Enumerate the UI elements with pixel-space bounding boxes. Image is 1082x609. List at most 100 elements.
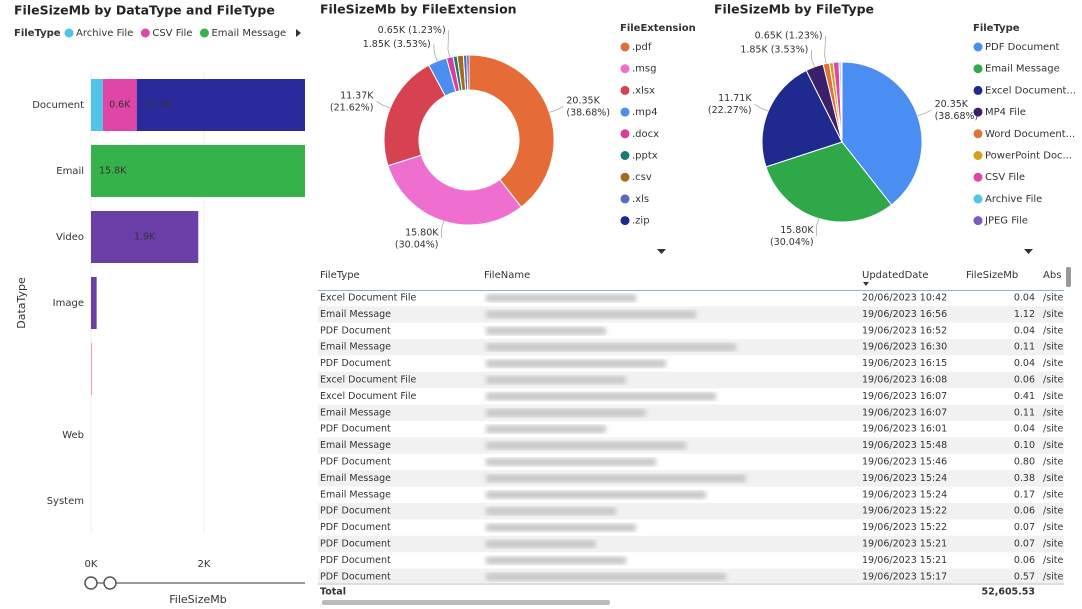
legend-label: .xlsx (632, 85, 655, 96)
data-label: 0.65K (1.23%) (755, 30, 823, 41)
bar-segment (91, 277, 97, 329)
table-cell: PDF Document (320, 358, 391, 369)
legend-label: Archive File (985, 194, 1042, 205)
table-cell: 19/06/2023 16:30 (862, 342, 947, 353)
legend-label: Email Message (985, 64, 1060, 75)
table-cell: PDF Document (320, 539, 391, 550)
table-cell: 0.38 (1014, 473, 1035, 484)
legend-label: CSV File (985, 172, 1025, 183)
redacted-filename (486, 376, 626, 384)
redacted-filename (486, 294, 636, 302)
table-cell: 0.80 (1014, 457, 1035, 468)
y-tick-label: Video (56, 232, 84, 243)
donut-slice (387, 154, 522, 226)
legend-label: JPEG File (984, 216, 1028, 227)
table-cell: 19/06/2023 15:46 (862, 457, 947, 468)
redacted-filename (486, 490, 706, 499)
table-cell: Email Message (320, 407, 391, 418)
table-cell: 19/06/2023 15:17 (862, 571, 947, 582)
table-cell: PDF Document (320, 555, 391, 566)
data-label: 15.80K (30.04%) (770, 224, 814, 247)
table-cell: 0.07 (1014, 522, 1035, 533)
table-cell: 1.12 (1014, 309, 1035, 320)
legend-marker (973, 85, 983, 95)
table-cell: /site (1043, 457, 1064, 468)
legend-scroll[interactable] (1024, 249, 1033, 254)
bar-segment (91, 145, 305, 197)
legend-marker (973, 216, 983, 226)
data-label: 0.6K (109, 100, 131, 111)
redacted-filename (486, 507, 616, 516)
pie-slice (841, 61, 923, 206)
table-cell: 19/06/2023 16:07 (862, 391, 947, 402)
redacted-filename (486, 474, 746, 483)
data-label: 20.35K (38.68%) (935, 98, 979, 121)
y-tick-label: System (47, 496, 84, 507)
zoom-slider-handle[interactable] (84, 576, 98, 590)
legend-label: .zip (632, 216, 650, 227)
data-label: 11.71K (22.27%) (708, 93, 752, 116)
legend-marker (973, 64, 983, 74)
table-cell: Email Message (320, 489, 391, 500)
legend-marker (620, 172, 630, 182)
table-cell: 19/06/2023 15:24 (862, 489, 947, 500)
table-cell: Email Message (320, 342, 391, 353)
redacted-filename (486, 458, 656, 466)
x-axis-title: FileSizeMb (169, 593, 226, 606)
table-cell: Email Message (320, 473, 391, 484)
y-tick-label: Image (53, 298, 84, 309)
vertical-scrollbar[interactable] (1066, 267, 1071, 287)
table-cell: /site (1043, 473, 1064, 484)
table-cell: 0.04 (1014, 424, 1035, 435)
table-cell: PDF Document (320, 522, 391, 533)
table-cell: 0.06 (1014, 506, 1035, 517)
redacted-filename (486, 408, 646, 417)
column-header: Abs (1043, 270, 1061, 281)
table-cell: /site (1043, 342, 1064, 353)
legend-label: .docx (632, 129, 659, 140)
sort-indicator[interactable] (863, 282, 869, 286)
chart-title: FileSizeMb by DataType and FileType (14, 3, 275, 18)
table-cell: 19/06/2023 16:08 (862, 375, 947, 386)
total-label: Total (320, 587, 346, 598)
table-cell: Excel Document File (320, 391, 416, 402)
legend-label: .pptx (632, 151, 658, 162)
legend-label: MP4 File (985, 107, 1026, 118)
table-cell: 0.04 (1014, 358, 1035, 369)
legend-scroll[interactable] (657, 249, 666, 254)
legend-marker (973, 129, 983, 139)
x-tick-label: 0K (85, 559, 98, 570)
redacted-filename (486, 572, 726, 581)
table-cell: 19/06/2023 15:22 (862, 522, 947, 533)
legend-label: .xls (632, 194, 649, 205)
table-cell: 0.06 (1014, 555, 1035, 566)
total-value: 52,605.53 (982, 587, 1036, 598)
leader-line (810, 49, 815, 68)
data-label: 1.9K (134, 232, 156, 243)
legend-marker (620, 85, 630, 95)
legend-label: Archive File (76, 28, 133, 39)
horizontal-scrollbar[interactable] (322, 600, 610, 605)
leader-line (816, 218, 820, 236)
leader-line (433, 44, 438, 62)
table-cell: /site (1043, 489, 1064, 500)
legend-marker (620, 107, 630, 117)
table-cell: /site (1043, 391, 1064, 402)
redacted-filename (486, 523, 636, 532)
leader-line (376, 101, 391, 109)
legend-scroll[interactable] (296, 29, 301, 37)
data-label: 0.65K (1.23%) (378, 25, 446, 36)
column-header: UpdatedDate (862, 270, 928, 281)
table-cell: 19/06/2023 15:48 (862, 440, 947, 451)
zoom-slider-handle[interactable] (103, 576, 117, 590)
table-cell: /site (1043, 325, 1064, 336)
y-axis-title: DataType (15, 277, 28, 329)
table-cell: 0.11 (1014, 342, 1035, 353)
table-cell: PDF Document (320, 325, 391, 336)
table-cell: PDF Document (320, 457, 391, 468)
leader-line (824, 35, 827, 64)
row-band (318, 503, 1064, 520)
table-cell: 19/06/2023 16:56 (862, 309, 947, 320)
x-tick-label: 2K (197, 559, 210, 570)
table-cell: 0.04 (1014, 325, 1035, 336)
